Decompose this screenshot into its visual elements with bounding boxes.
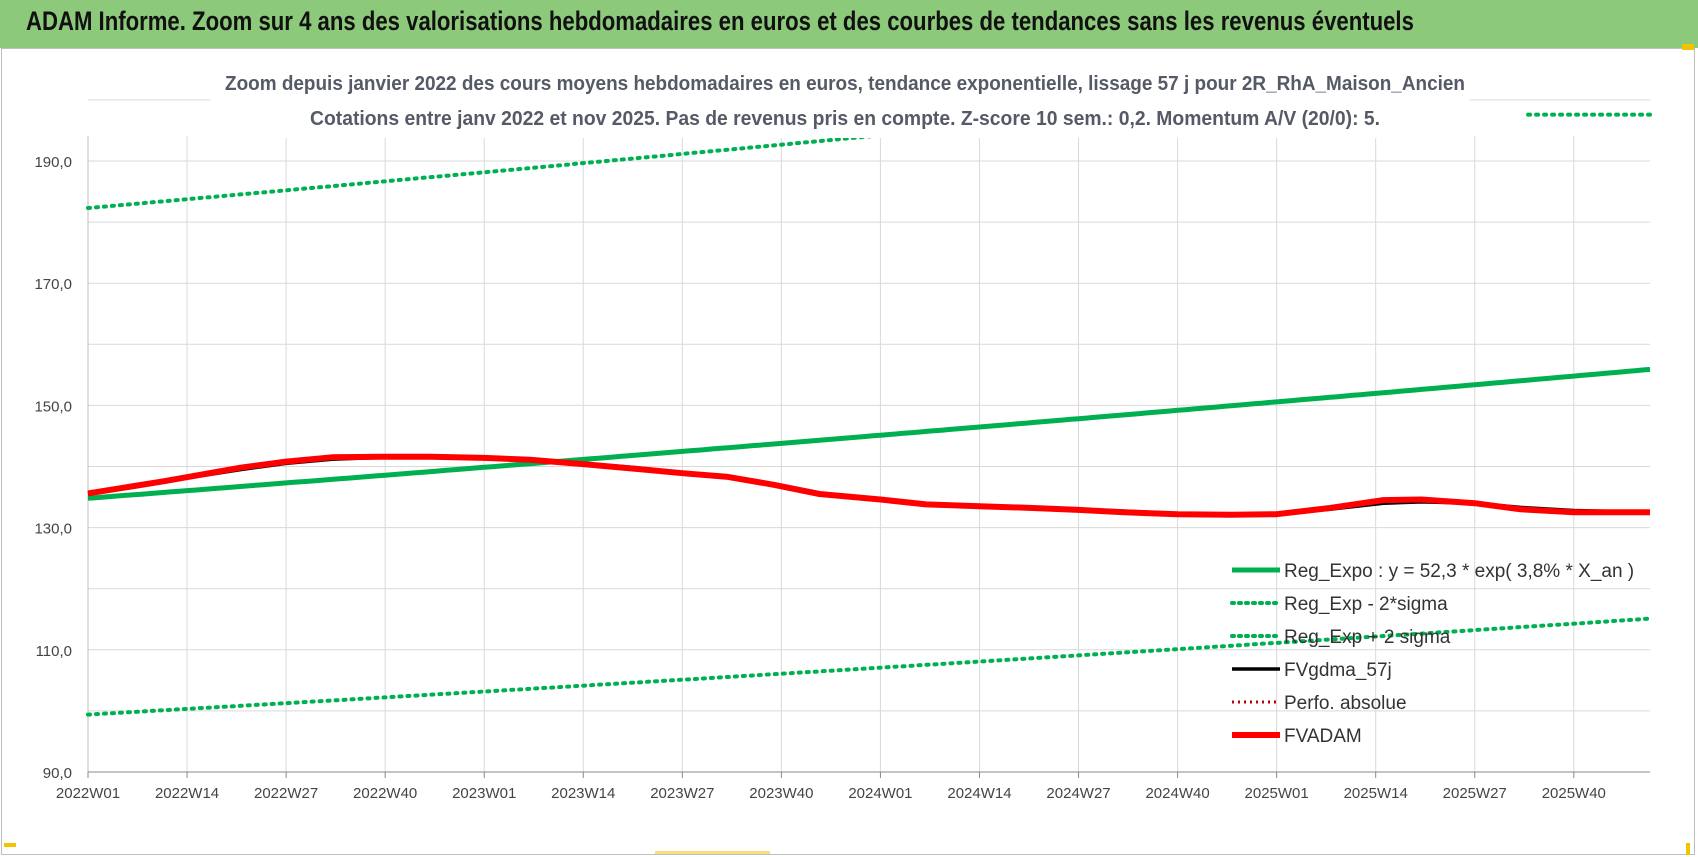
tick-labels: 90,0 110,0 130,0 150,0 170,0 190,0 2022W01 2022…: [34, 154, 1605, 802]
x-tick-label: 2022W40: [353, 785, 417, 802]
series-reg-expo: [87, 366, 1651, 501]
chart-title-line2: Cotations entre janv 2022 et nov 2025. P…: [310, 108, 1380, 130]
series-fvadam: [87, 453, 1650, 518]
x-tick-label: 2025W01: [1245, 785, 1309, 802]
frame-bottom-marker: [655, 851, 770, 854]
banner-title: ADAM Informe. Zoom sur 4 ans des valoris…: [26, 6, 1414, 36]
x-tick-label: 2022W27: [254, 785, 318, 802]
legend-label: Reg_Expo : y = 52,3 * exp( 3,8% * X_an ): [1284, 561, 1634, 582]
x-tick-label: 2024W14: [947, 785, 1011, 802]
y-tick-label: 190,0: [34, 154, 72, 171]
series-fvgdma-57j: [87, 455, 1651, 516]
y-tick-label: 150,0: [34, 398, 72, 415]
y-tick-label: 90,0: [43, 765, 72, 782]
x-tick-label: 2023W40: [749, 785, 813, 802]
frame-corner-marker: [1686, 843, 1690, 855]
series-layer: [86, 98, 1652, 717]
series-reg-exp-minus-2sigma: [86, 616, 1652, 717]
x-tick-label: 2025W27: [1443, 785, 1507, 802]
axes: [87, 136, 1650, 778]
chart-title: Zoom depuis janvier 2022 des cours moyen…: [210, 64, 1470, 138]
y-tick-label: 170,0: [34, 276, 72, 293]
legend-label: Perfo. absolue: [1284, 693, 1407, 714]
legend: Reg_Expo : y = 52,3 * exp( 3,8% * X_an )…: [1230, 561, 1634, 747]
x-tick-label: 2023W01: [452, 785, 516, 802]
x-tick-label: 2025W40: [1542, 785, 1606, 802]
x-tick-label: 2024W40: [1145, 785, 1209, 802]
frame-corner-marker: [4, 843, 16, 847]
legend-label: FVgdma_57j: [1284, 660, 1392, 681]
x-tick-label: 2024W27: [1046, 785, 1110, 802]
chart-frame: [1, 48, 1695, 855]
series-perfo-absolue: [87, 455, 1650, 517]
legend-label: Reg_Exp + 2 sigma: [1284, 627, 1451, 648]
legend-label: FVADAM: [1284, 726, 1362, 747]
frame-corner-marker: [1682, 44, 1694, 50]
legend-label: Reg_Exp - 2*sigma: [1284, 594, 1448, 615]
x-tick-label: 2024W01: [848, 785, 912, 802]
y-tick-label: 110,0: [36, 643, 72, 660]
x-tick-label: 2023W27: [650, 785, 714, 802]
x-tick-label: 2025W14: [1344, 785, 1408, 802]
header-banner: ADAM Informe. Zoom sur 4 ans des valoris…: [0, 0, 1698, 48]
x-tick-label: 2023W14: [551, 785, 615, 802]
x-tick-label: 2022W14: [155, 785, 219, 802]
chart-title-line1: Zoom depuis janvier 2022 des cours moyen…: [225, 73, 1465, 95]
y-tick-label: 130,0: [34, 521, 72, 538]
x-tick-label: 2022W01: [56, 785, 120, 802]
